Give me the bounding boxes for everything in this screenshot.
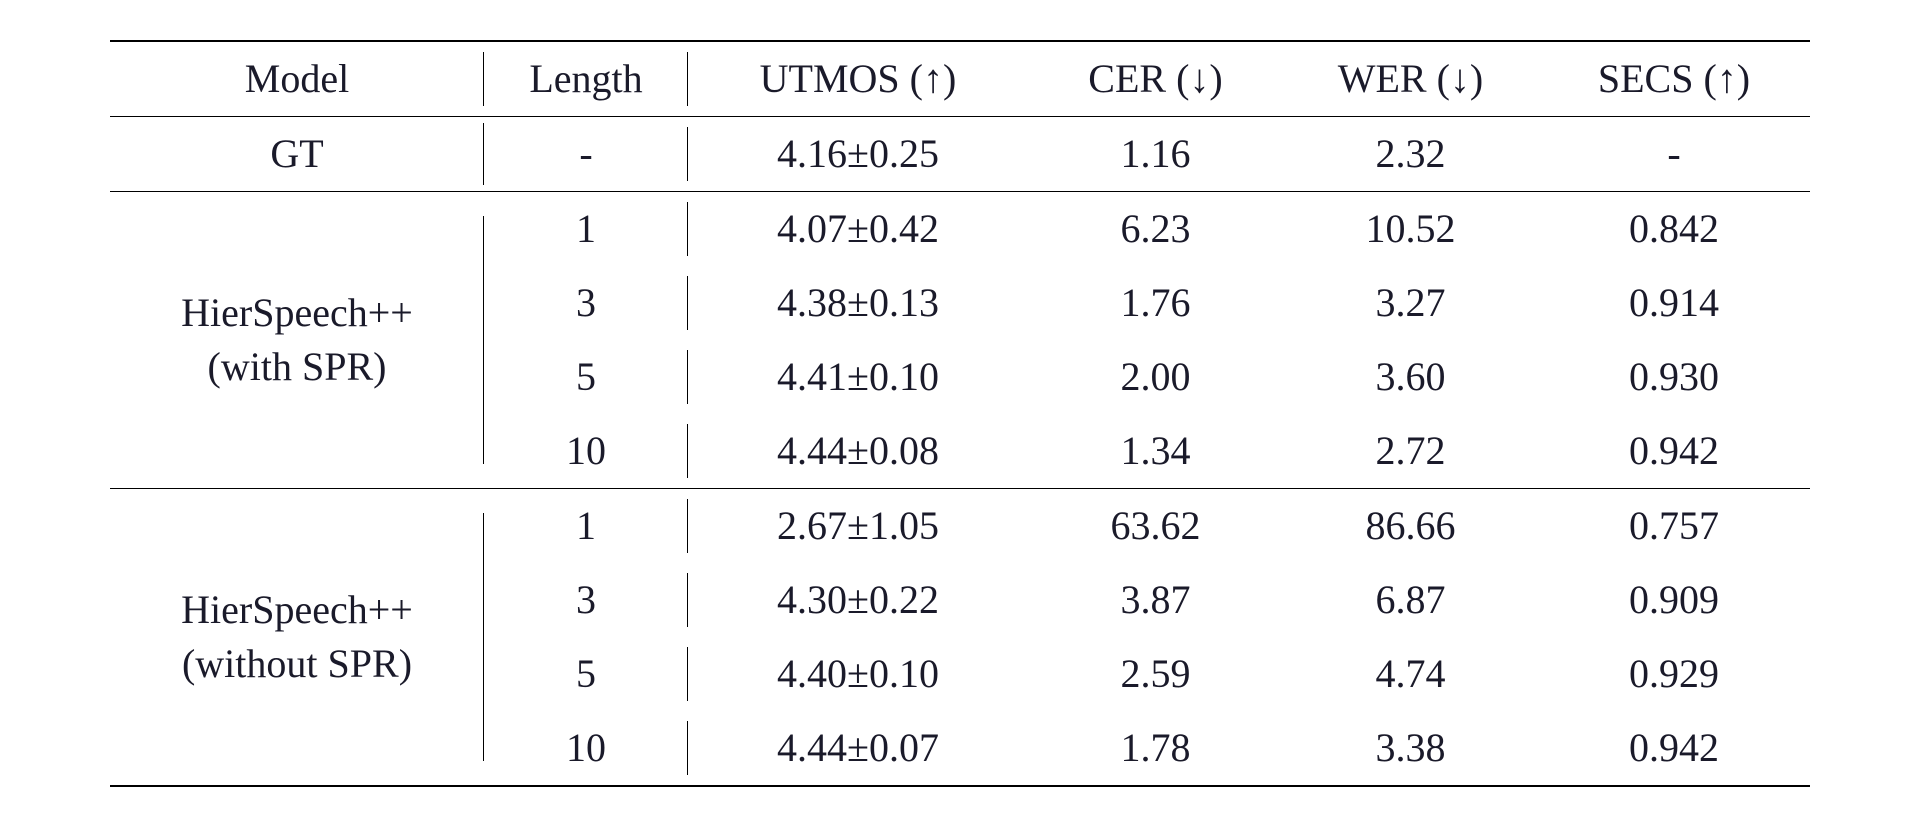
secs-cell: 0.942 xyxy=(1538,711,1810,786)
utmos-cell: 4.44±0.08 xyxy=(688,414,1028,489)
table-group: HierSpeech++(without SPR)12.67±1.0563.62… xyxy=(110,489,1810,787)
utmos-cell: 4.30±0.22 xyxy=(688,563,1028,637)
model-cell: HierSpeech++(with SPR) xyxy=(110,192,484,489)
utmos-cell: 4.16±0.25 xyxy=(688,117,1028,192)
length-cell: 3 xyxy=(484,266,688,340)
model-label-line: HierSpeech++ xyxy=(134,583,460,637)
cer-cell: 2.00 xyxy=(1028,340,1283,414)
secs-cell: 0.909 xyxy=(1538,563,1810,637)
model-label-line: (without SPR) xyxy=(134,637,460,691)
length-cell: - xyxy=(484,117,688,192)
cer-cell: 1.16 xyxy=(1028,117,1283,192)
cer-cell: 3.87 xyxy=(1028,563,1283,637)
table-row: HierSpeech++(with SPR)14.07±0.426.2310.5… xyxy=(110,192,1810,267)
utmos-cell: 4.07±0.42 xyxy=(688,192,1028,267)
secs-cell: 0.842 xyxy=(1538,192,1810,267)
results-table-container: Model Length UTMOS (↑) CER (↓) WER (↓) S… xyxy=(110,40,1810,787)
wer-cell: 2.72 xyxy=(1283,414,1538,489)
wer-cell: 3.38 xyxy=(1283,711,1538,786)
model-label-line: (with SPR) xyxy=(134,340,460,394)
wer-cell: 2.32 xyxy=(1283,117,1538,192)
cer-cell: 63.62 xyxy=(1028,489,1283,564)
secs-cell: - xyxy=(1538,117,1810,192)
utmos-cell: 4.38±0.13 xyxy=(688,266,1028,340)
col-header-cer: CER (↓) xyxy=(1028,41,1283,117)
wer-cell: 86.66 xyxy=(1283,489,1538,564)
length-cell: 3 xyxy=(484,563,688,637)
cer-cell: 2.59 xyxy=(1028,637,1283,711)
table-header-row: Model Length UTMOS (↑) CER (↓) WER (↓) S… xyxy=(110,41,1810,117)
col-header-wer: WER (↓) xyxy=(1283,41,1538,117)
table-group: HierSpeech++(with SPR)14.07±0.426.2310.5… xyxy=(110,192,1810,489)
wer-cell: 4.74 xyxy=(1283,637,1538,711)
length-cell: 5 xyxy=(484,637,688,711)
length-cell: 1 xyxy=(484,489,688,564)
wer-cell: 6.87 xyxy=(1283,563,1538,637)
secs-cell: 0.914 xyxy=(1538,266,1810,340)
results-table: Model Length UTMOS (↑) CER (↓) WER (↓) S… xyxy=(110,40,1810,787)
table-row: HierSpeech++(without SPR)12.67±1.0563.62… xyxy=(110,489,1810,564)
secs-cell: 0.929 xyxy=(1538,637,1810,711)
length-cell: 5 xyxy=(484,340,688,414)
utmos-cell: 4.40±0.10 xyxy=(688,637,1028,711)
length-cell: 1 xyxy=(484,192,688,267)
cer-cell: 6.23 xyxy=(1028,192,1283,267)
length-cell: 10 xyxy=(484,414,688,489)
table-row: GT-4.16±0.251.162.32- xyxy=(110,117,1810,192)
table-group: GT-4.16±0.251.162.32- xyxy=(110,117,1810,192)
utmos-cell: 4.41±0.10 xyxy=(688,340,1028,414)
cer-cell: 1.34 xyxy=(1028,414,1283,489)
col-header-secs: SECS (↑) xyxy=(1538,41,1810,117)
wer-cell: 10.52 xyxy=(1283,192,1538,267)
utmos-cell: 2.67±1.05 xyxy=(688,489,1028,564)
length-cell: 10 xyxy=(484,711,688,786)
secs-cell: 0.930 xyxy=(1538,340,1810,414)
secs-cell: 0.757 xyxy=(1538,489,1810,564)
model-cell: GT xyxy=(110,117,484,192)
model-cell: HierSpeech++(without SPR) xyxy=(110,489,484,787)
secs-cell: 0.942 xyxy=(1538,414,1810,489)
cer-cell: 1.76 xyxy=(1028,266,1283,340)
col-header-model: Model xyxy=(110,41,484,117)
model-label-line: GT xyxy=(134,127,460,181)
col-header-length: Length xyxy=(484,41,688,117)
utmos-cell: 4.44±0.07 xyxy=(688,711,1028,786)
col-header-utmos: UTMOS (↑) xyxy=(688,41,1028,117)
wer-cell: 3.60 xyxy=(1283,340,1538,414)
model-label-line: HierSpeech++ xyxy=(134,286,460,340)
cer-cell: 1.78 xyxy=(1028,711,1283,786)
wer-cell: 3.27 xyxy=(1283,266,1538,340)
